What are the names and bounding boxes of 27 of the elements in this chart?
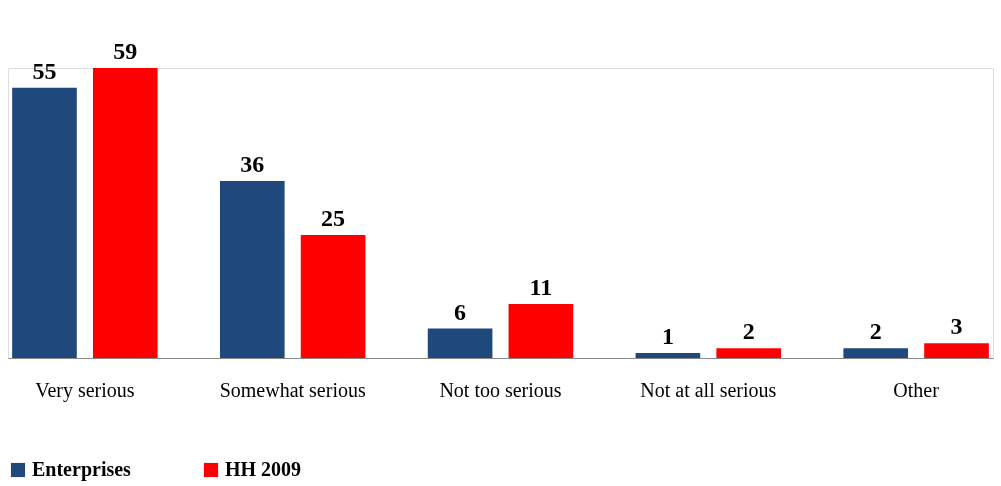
bar <box>716 348 782 358</box>
data-label: 1 <box>661 323 674 350</box>
bar <box>300 235 366 358</box>
bar <box>427 328 493 358</box>
data-label: 3 <box>950 313 963 340</box>
bar <box>508 303 574 358</box>
data-label: 36 <box>240 151 265 178</box>
data-label: 25 <box>321 205 346 232</box>
legend-label: Enterprises <box>32 458 132 481</box>
x-tick-label: Not at all serious <box>640 378 777 401</box>
x-tick-label: Very serious <box>35 378 135 402</box>
bar <box>12 87 77 358</box>
x-tick-label: Other <box>893 378 940 401</box>
legend-label: HH 2009 <box>225 458 302 480</box>
x-tick-label: Not too serious <box>439 378 562 401</box>
bar <box>219 181 285 358</box>
data-label: 11 <box>529 273 553 300</box>
bar <box>924 343 989 358</box>
x-tick-label: Somewhat serious <box>219 378 366 401</box>
data-label: 55 <box>32 57 57 84</box>
data-label: 6 <box>454 298 467 325</box>
data-label: 2 <box>742 318 755 345</box>
bar <box>92 68 158 358</box>
bar <box>635 353 701 358</box>
bar <box>843 348 909 358</box>
data-label: 59 <box>113 38 138 64</box>
data-label: 2 <box>869 318 882 345</box>
